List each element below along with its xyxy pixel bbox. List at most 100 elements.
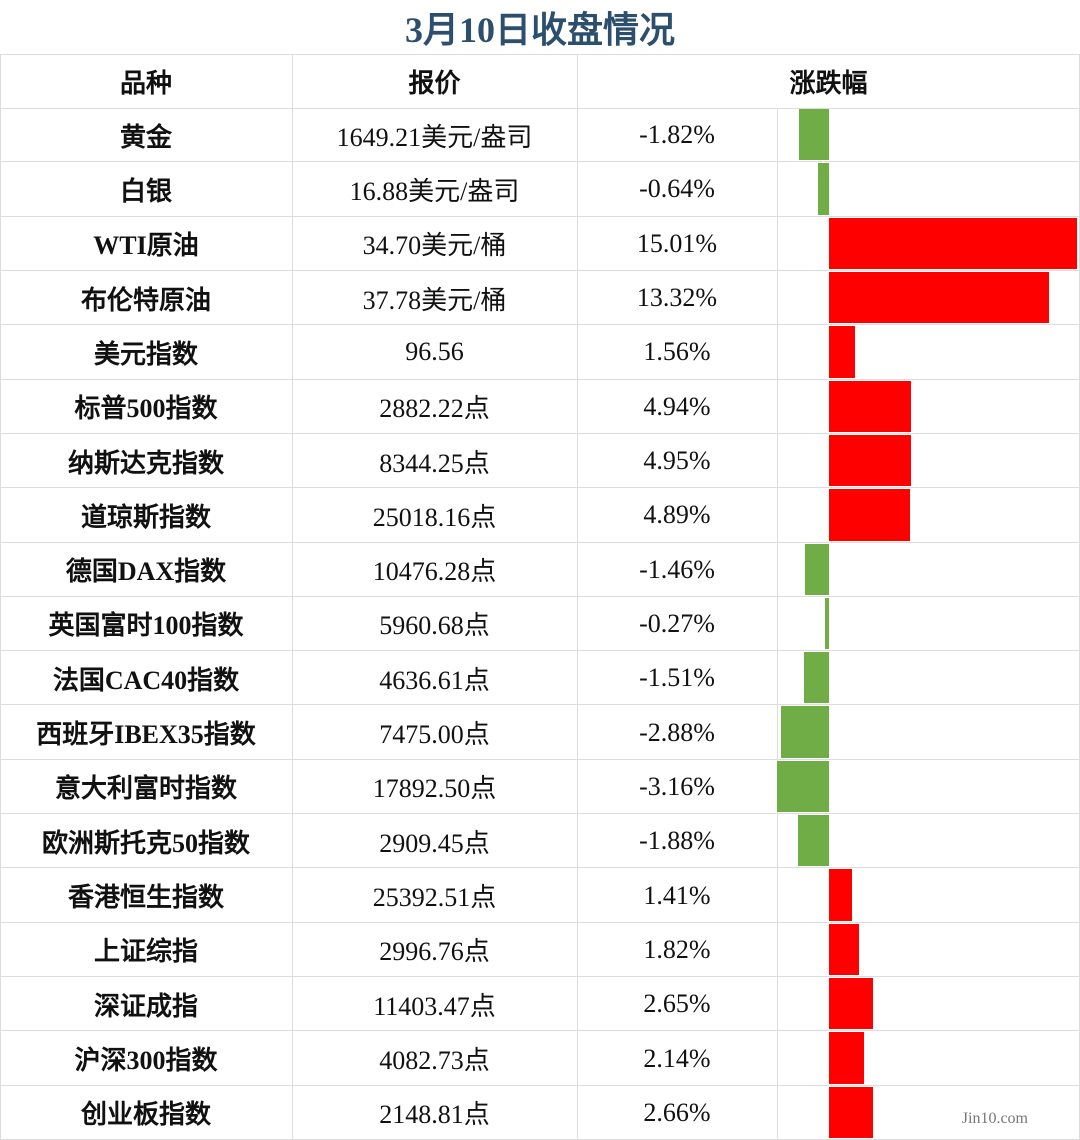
grid-line xyxy=(0,269,1080,271)
change-label: -2.88% xyxy=(639,717,715,747)
watermark: Jin10.com xyxy=(961,1110,1028,1127)
price: 7475.00点 xyxy=(379,720,490,750)
change-bar xyxy=(829,1032,865,1084)
item-name: 法国CAC40指数 xyxy=(52,665,240,695)
change-bar xyxy=(824,597,829,650)
change-label: 1.82% xyxy=(643,934,711,964)
change-label: 1.41% xyxy=(643,880,711,910)
grid-line xyxy=(0,976,1080,978)
price: 17892.50点 xyxy=(372,774,497,804)
change-label: -1.82% xyxy=(639,120,715,150)
change-label: 1.56% xyxy=(643,337,711,367)
change-bar xyxy=(829,434,911,487)
change-bar xyxy=(818,163,829,215)
item-name: 欧洲斯托克50指数 xyxy=(41,828,250,858)
price: 34.70美元/桶 xyxy=(362,231,507,261)
item-name: 美元指数 xyxy=(93,339,198,369)
price: 25018.16点 xyxy=(372,502,497,532)
change-label: -1.46% xyxy=(639,554,715,584)
change-bar xyxy=(829,217,1078,269)
change-label: 4.94% xyxy=(643,391,711,421)
price: 4636.61点 xyxy=(379,665,490,695)
grid-line xyxy=(0,921,1080,923)
item-name: 香港恒生指数 xyxy=(67,883,224,913)
item-name: 道琼斯指数 xyxy=(80,502,211,532)
grid-line xyxy=(0,1084,1080,1086)
change-label: -0.27% xyxy=(639,608,715,638)
price: 11403.47点 xyxy=(373,991,496,1021)
grid-line xyxy=(0,758,1080,760)
price: 2996.76点 xyxy=(379,937,490,967)
header-cell: 报价 xyxy=(408,68,461,98)
title: 3月10日收盘情况 xyxy=(404,10,675,50)
change-label: 2.66% xyxy=(643,1097,711,1127)
change-label: -0.64% xyxy=(639,174,715,204)
change-bar xyxy=(829,978,873,1030)
change-bar xyxy=(804,543,829,595)
grid-line xyxy=(0,704,1080,706)
item-name: WTI原油 xyxy=(93,231,199,261)
change-bar xyxy=(829,869,853,921)
change-bar xyxy=(776,760,829,813)
change-bar xyxy=(798,109,829,161)
price: 2882.22点 xyxy=(379,394,490,424)
change-bar xyxy=(829,1086,874,1138)
change-bar xyxy=(804,652,829,704)
grid-line xyxy=(577,54,578,1140)
grid-line xyxy=(0,487,1080,489)
item-name: 沪深300指数 xyxy=(74,1046,218,1076)
price: 16.88美元/盎司 xyxy=(349,176,520,206)
price: 10476.28点 xyxy=(372,557,497,587)
price: 5960.68点 xyxy=(379,611,490,641)
change-label: 2.65% xyxy=(643,989,711,1019)
grid-line xyxy=(0,650,1080,652)
change-bar xyxy=(829,923,860,976)
change-bar xyxy=(829,326,855,378)
item-name: 意大利富时指数 xyxy=(54,774,237,804)
price: 2148.81点 xyxy=(379,1100,490,1130)
change-label: 4.95% xyxy=(643,446,711,476)
change-label: 2.14% xyxy=(643,1043,711,1073)
item-name: 西班牙IBEX35指数 xyxy=(36,720,256,750)
grid-line xyxy=(0,54,1080,55)
change-bar xyxy=(829,380,911,432)
change-bar xyxy=(797,815,829,867)
grid-line xyxy=(0,595,1080,597)
grid-line xyxy=(0,541,1080,543)
price: 2909.45点 xyxy=(379,828,490,858)
item-name: 深证成指 xyxy=(93,991,198,1021)
item-name: 白银 xyxy=(119,176,172,206)
grid-line xyxy=(0,161,1080,163)
item-name: 标普500指数 xyxy=(74,394,218,424)
grid-line xyxy=(0,813,1080,815)
grid-line xyxy=(0,54,1,1140)
grid-line xyxy=(0,867,1080,869)
change-label: -1.51% xyxy=(639,663,715,693)
price: 4082.73点 xyxy=(379,1046,490,1076)
change-bar xyxy=(781,706,829,758)
grid-line xyxy=(0,1030,1080,1032)
price: 8344.25点 xyxy=(379,448,490,478)
grid-line xyxy=(0,378,1080,380)
grid-line xyxy=(0,215,1080,217)
change-label: 4.89% xyxy=(643,500,711,530)
price: 25392.51点 xyxy=(372,883,497,913)
change-label: -3.16% xyxy=(639,771,715,801)
header-cell: 品种 xyxy=(119,68,172,98)
change-label: 13.32% xyxy=(636,283,718,313)
item-name: 创业板指数 xyxy=(80,1100,211,1130)
item-name: 德国DAX指数 xyxy=(65,557,227,587)
grid-line xyxy=(777,108,778,1140)
grid-line xyxy=(0,108,1080,109)
grid-line xyxy=(0,432,1080,434)
item-name: 布伦特原油 xyxy=(80,285,211,315)
price: 96.56 xyxy=(405,337,464,367)
header-cell: 涨跌幅 xyxy=(789,68,868,98)
grid-line xyxy=(292,54,293,1140)
item-name: 上证综指 xyxy=(93,937,198,967)
change-bar xyxy=(829,489,910,541)
change-bar xyxy=(829,271,1050,324)
change-label: 15.01% xyxy=(636,228,718,258)
price: 37.78美元/桶 xyxy=(362,285,507,315)
